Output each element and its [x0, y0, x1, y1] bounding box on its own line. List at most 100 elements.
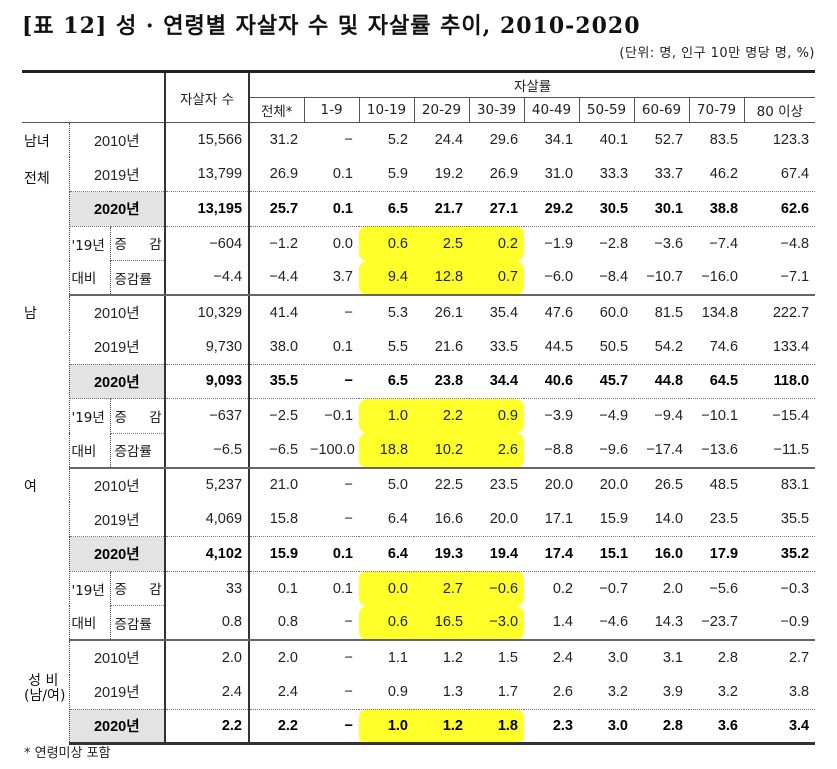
- change-label-a: 대비: [69, 260, 111, 296]
- suicide-count: 2.4: [164, 674, 251, 709]
- header-rate: 자살률: [249, 70, 816, 98]
- rate-40-49: 29.2: [524, 191, 580, 227]
- rate-20-29: 16.6: [434, 511, 464, 527]
- row-year-label: 2010년: [93, 651, 140, 668]
- rate-70-79: 3.6: [689, 708, 745, 745]
- rate-20-29: 23.8: [414, 363, 470, 399]
- suicide-statistics-table: 자살자 수 자살률 전체* 1-9 10-19 20-29 30-39 40-4…: [22, 70, 816, 745]
- rate-20-29: 21.6: [434, 338, 464, 355]
- suicide-count: −4.4: [164, 260, 251, 296]
- rate-80-plus: 222.7: [772, 304, 810, 321]
- age-col-50-59: 50-59: [578, 97, 635, 123]
- rate-50-59: 20.0: [599, 477, 629, 494]
- rate-50-59: −4.9: [599, 408, 629, 424]
- rate-80-plus: 3.4: [744, 708, 816, 745]
- change-label-b: 증감률: [110, 260, 166, 296]
- rate-50-59: −4.6: [579, 605, 635, 641]
- age-col-70-79: 70-79: [688, 97, 745, 123]
- change-label-b: 증감률: [110, 605, 166, 641]
- rate-80-plus: −7.1: [744, 260, 816, 296]
- rate-10-19: 5.9: [387, 166, 409, 182]
- rate-30-39: 23.5: [489, 477, 519, 494]
- suicide-count: 10,329: [164, 295, 251, 330]
- suicide-count: 2.0: [164, 640, 251, 675]
- rate-40-49: −3.9: [544, 408, 574, 424]
- row-year-label: 2019년: [93, 685, 140, 701]
- rate-50-59: −9.6: [579, 433, 635, 469]
- rate-30-39: −0.6: [469, 571, 525, 606]
- row-year-label: 2020년: [69, 363, 166, 399]
- rate-1-9: −: [304, 122, 360, 157]
- rate-30-39: 26.9: [489, 166, 519, 182]
- rate-30-39: 29.6: [469, 122, 525, 157]
- rate-70-79: 38.8: [689, 191, 745, 227]
- rate-50-59: 33.3: [599, 166, 629, 182]
- rate-total: 0.8: [249, 605, 305, 641]
- rate-20-29: 19.3: [414, 536, 470, 572]
- rate-20-29: 19.2: [434, 166, 464, 182]
- age-col-60-69: 60-69: [633, 97, 690, 123]
- table-row: 여 2010년 5,237 21.0 − 5.0 22.5 23.5 20.0 20.0 26.5 4…: [22, 467, 815, 640]
- suicide-count: 13,195: [164, 191, 251, 227]
- rate-80-plus: −4.8: [780, 235, 810, 252]
- rate-80-plus: 3.8: [788, 683, 810, 700]
- rate-50-59: 3.2: [607, 683, 629, 700]
- change-label-b: 증 감: [114, 237, 162, 254]
- rate-1-9: −: [304, 363, 360, 399]
- row-year-label: 2019년: [93, 167, 140, 184]
- suicide-count: 5,237: [164, 467, 251, 502]
- rate-70-79: 3.2: [717, 683, 739, 700]
- rate-10-19: 6.4: [387, 511, 409, 527]
- rate-70-79: 83.5: [689, 122, 745, 157]
- row-year-label: 2020년: [69, 191, 166, 227]
- rate-total: 41.4: [269, 304, 299, 321]
- row-year-label: 2010년: [93, 306, 140, 323]
- rate-1-9: 0.1: [332, 166, 354, 182]
- unit-note: (단위: 명, 인구 10만 명당 명, %): [619, 46, 815, 61]
- suicide-count: 9,093: [164, 363, 251, 399]
- change-label-b: 증 감: [114, 409, 162, 426]
- rate-80-plus: −0.9: [744, 605, 816, 641]
- rate-40-49: 2.6: [552, 683, 574, 700]
- rate-30-39: 0.7: [469, 260, 525, 296]
- rate-30-39: 0.2: [469, 226, 525, 261]
- rate-20-29: 1.3: [442, 683, 464, 700]
- age-col-20-29: 20-29: [413, 97, 470, 123]
- rate-60-69: 2.0: [662, 580, 684, 597]
- rate-80-plus: 123.3: [744, 122, 816, 157]
- rate-60-69: 3.1: [662, 649, 684, 666]
- age-col-1-9: 1-9: [303, 97, 360, 123]
- table-row: 2020년 2.2 2.2−1.0 1.2 1.8 2.3 3.0 2.8 3.6 3.4: [22, 708, 816, 745]
- rate-30-39: 2.6: [469, 433, 525, 469]
- rate-10-19: 0.9: [387, 683, 409, 700]
- rate-40-49: −8.8: [524, 433, 580, 469]
- rate-70-79: 46.2: [709, 166, 739, 182]
- table-row: 2020년 13,195 25.7 0.1 6.5 21.7 27.1 29.2 30.5 30.…: [22, 191, 816, 227]
- rate-1-9: −: [344, 511, 354, 527]
- rate-10-19: 18.8: [359, 433, 415, 469]
- rate-10-19: 6.4: [359, 536, 415, 572]
- rate-80-plus: −15.4: [772, 408, 810, 424]
- rate-60-69: 44.8: [634, 363, 690, 399]
- rate-60-69: −17.4: [634, 433, 690, 469]
- rate-60-69: 2.8: [634, 708, 690, 745]
- suicide-count: 9,730: [164, 329, 251, 364]
- rate-30-39: 0.9: [469, 398, 525, 433]
- rate-1-9: −0.1: [324, 408, 354, 424]
- rate-40-49: 31.0: [544, 166, 574, 182]
- rate-40-49: 17.1: [544, 511, 574, 527]
- rate-70-79: −13.6: [689, 433, 745, 469]
- suicide-count: 0.8: [164, 605, 251, 641]
- header-blank: [22, 70, 166, 123]
- footnote: * 연령미상 포함: [24, 746, 111, 761]
- row-year-label: 2019년: [93, 512, 140, 529]
- rate-1-9: −100.0: [304, 433, 360, 469]
- rate-total: 31.2: [249, 122, 305, 157]
- group-label: 남녀 전체: [22, 122, 70, 295]
- rate-10-19: 5.5: [387, 338, 409, 355]
- rate-total: −2.5: [269, 408, 299, 424]
- change-label-a: 대비: [69, 433, 111, 469]
- age-col-10-19: 10-19: [358, 97, 415, 123]
- rate-50-59: 40.1: [579, 122, 635, 157]
- rate-30-39: 1.5: [497, 649, 519, 666]
